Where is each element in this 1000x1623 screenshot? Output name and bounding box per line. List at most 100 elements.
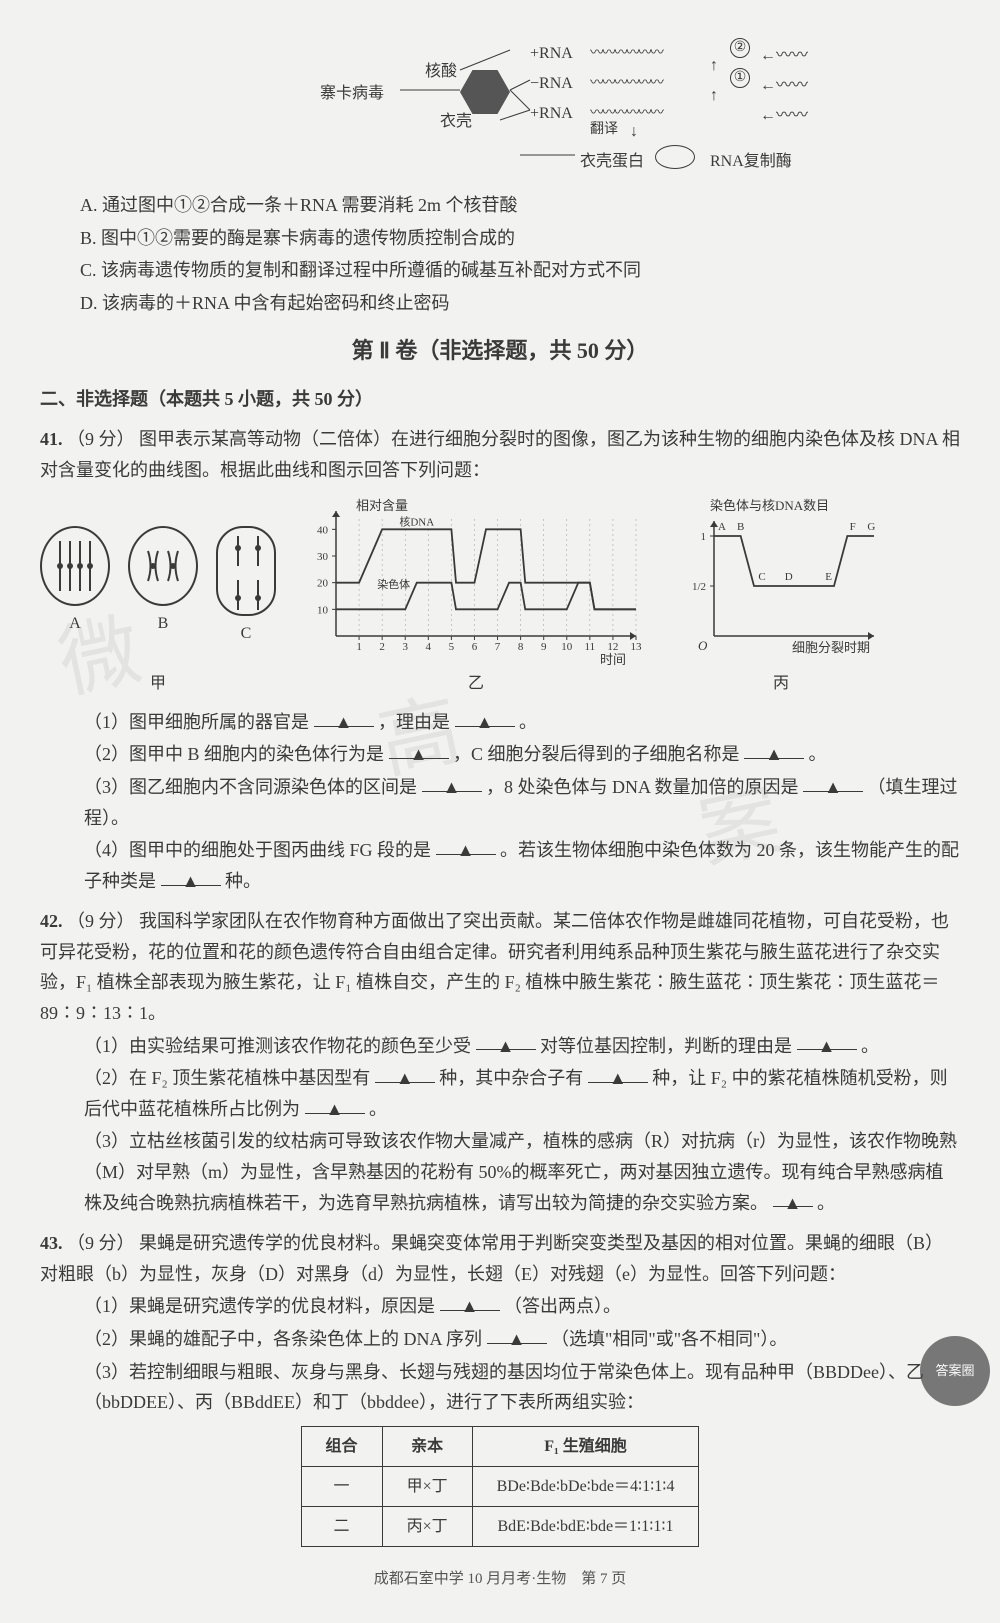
- svg-text:E: E: [825, 571, 832, 583]
- option-c: C. 该病毒遗传物质的复制和翻译过程中所遵循的碱基互补配对方式不同: [80, 255, 960, 286]
- svg-text:10: 10: [317, 604, 329, 616]
- cell-b-content: [133, 531, 193, 601]
- q43-s2a: （2）果蝇的雄配子中，各条染色体上的 DNA 序列: [84, 1329, 482, 1349]
- q41-stem: 图甲表示某高等动物（二倍体）在进行细胞分裂时的图像，图乙为该种生物的细胞内染色体…: [40, 429, 960, 480]
- question-42: 42. （9 分） 我国科学家团队在农作物育种方面做出了突出贡献。某二倍体农作物…: [40, 906, 960, 1218]
- q41-s1c: 。: [519, 712, 537, 732]
- option-a-text: 通过图中①②合成一条＋RNA 需要消耗 2m 个核苷酸: [102, 195, 518, 215]
- q41-s2b: ，C 细胞分裂后得到的子细胞名称是: [453, 744, 740, 764]
- q41-sub4: （4）图甲中的细胞处于图丙曲线 FG 段的是 ▲ 。若该生物体细胞中染色体数为 …: [40, 835, 960, 896]
- option-b: B. 图中①②需要的酶是寨卡病毒的遗传物质控制合成的: [80, 223, 960, 254]
- bing-caption: 丙: [676, 670, 886, 697]
- cell-c-label: C: [216, 620, 276, 647]
- chart-yi: 1020304012345678910111213相对含量核DNA染色体时间: [296, 496, 656, 666]
- cell-a-label: A: [40, 610, 110, 637]
- svg-text:5: 5: [449, 641, 455, 653]
- svg-text:G: G: [867, 521, 875, 533]
- svg-text:染色体: 染色体: [377, 577, 410, 591]
- diagram-lines: [100, 30, 900, 180]
- q41-s1b: ，理由是: [378, 712, 450, 732]
- q43-s2b: （选填"相同"或"各不相同"）。: [551, 1329, 787, 1349]
- cell-c-content: [218, 528, 278, 618]
- svg-text:6: 6: [472, 641, 478, 653]
- option-a: A. 通过图中①②合成一条＋RNA 需要消耗 2m 个核苷酸: [80, 190, 960, 221]
- svg-text:时间: 时间: [600, 652, 626, 666]
- option-d: D. 该病毒的＋RNA 中含有起始密码和终止密码: [80, 288, 960, 319]
- q42-stem: 我国科学家团队在农作物育种方面做出了突出贡献。某二倍体农作物是雌雄同花植物，可自…: [40, 911, 949, 1023]
- q43-points: （9 分）: [67, 1233, 135, 1253]
- svg-text:4: 4: [426, 641, 432, 653]
- svg-text:3: 3: [402, 641, 408, 653]
- q42-s3b: 。: [817, 1193, 835, 1213]
- svg-text:1: 1: [701, 531, 707, 543]
- svg-text:F: F: [850, 521, 856, 533]
- svg-text:1/2: 1/2: [692, 581, 706, 593]
- virus-diagram: 寨卡病毒 核酸 衣壳 +RNA −RNA +RNA 〰〰〰〰〰〰 〰〰〰〰〰〰 …: [100, 30, 900, 180]
- svg-text:D: D: [785, 571, 793, 583]
- q41-s2c: 。: [809, 744, 827, 764]
- svg-text:C: C: [758, 571, 765, 583]
- cell-a-content: [45, 531, 105, 601]
- svg-text:细胞分裂时期: 细胞分裂时期: [792, 640, 870, 655]
- q41-s1a: （1）图甲细胞所属的器官是: [84, 712, 309, 732]
- q43-sub2: （2）果蝇的雄配子中，各条染色体上的 DNA 序列 ▲ （选填"相同"或"各不相…: [40, 1324, 960, 1355]
- q42-s2a: （2）在 F₂ 顶生紫花植株中基因型有: [84, 1068, 370, 1088]
- cell-c: [216, 526, 276, 616]
- q43-s1b: （答出两点）。: [504, 1296, 621, 1316]
- yi-caption: 乙: [296, 670, 656, 697]
- corner-badge: 答案圈: [920, 1336, 990, 1406]
- q42-sub2: （2）在 F₂ 顶生紫花植株中基因型有 ▲ 种，其中杂合子有 ▲ 种，让 F₂ …: [40, 1063, 960, 1124]
- cell-a: [40, 526, 110, 606]
- q41-s2a: （2）图甲中 B 细胞内的染色体行为是: [84, 744, 384, 764]
- q43-s3: （3）若控制细眼与粗眼、灰身与黑身、长翅与残翅的基因均位于常染色体上。现有品种甲…: [84, 1362, 924, 1413]
- answer-options: A. 通过图中①②合成一条＋RNA 需要消耗 2m 个核苷酸 B. 图中①②需要…: [80, 190, 960, 318]
- page-footer: 成都石室中学 10 月月考·生物 第 7 页: [40, 1567, 960, 1593]
- part-2-heading: 二、非选择题（本题共 5 小题，共 50 分）: [40, 384, 960, 415]
- q42-s2b: 种，其中杂合子有: [439, 1068, 583, 1088]
- svg-text:7: 7: [495, 641, 501, 653]
- svg-text:9: 9: [541, 641, 547, 653]
- cell-b-label: B: [128, 610, 198, 637]
- q42-s1b: 对等位基因控制，判断的理由是: [540, 1036, 792, 1056]
- option-c-text: 该病毒遗传物质的复制和翻译过程中所遵循的碱基互补配对方式不同: [101, 260, 641, 280]
- svg-text:8: 8: [518, 641, 524, 653]
- q43-s1a: （1）果蝇是研究遗传学的优良材料，原因是: [84, 1296, 435, 1316]
- q42-s2d: 。: [369, 1099, 387, 1119]
- q41-sub2: （2）图甲中 B 细胞内的染色体行为是 ▲ ，C 细胞分裂后得到的子细胞名称是 …: [40, 739, 960, 770]
- svg-text:相对含量: 相对含量: [356, 498, 408, 513]
- option-b-text: 图中①②需要的酶是寨卡病毒的遗传物质控制合成的: [101, 228, 515, 248]
- q41-sub1: （1）图甲细胞所属的器官是 ▲ ，理由是 ▲ 。: [40, 707, 960, 738]
- q42-sub3: （3）立枯丝核菌引发的纹枯病可导致该农作物大量减产，植株的感病（R）对抗病（r）…: [40, 1126, 960, 1218]
- cell-b: [128, 526, 198, 606]
- svg-text:A: A: [718, 521, 726, 533]
- svg-text:B: B: [737, 521, 744, 533]
- fig-jia: A B: [40, 526, 276, 696]
- q43-sub3: （3）若控制细眼与粗眼、灰身与黑身、长翅与残翅的基因均位于常染色体上。现有品种甲…: [40, 1357, 960, 1418]
- q42-s1c: 。: [861, 1036, 879, 1056]
- svg-text:13: 13: [631, 641, 643, 653]
- q43-num: 43.: [40, 1233, 63, 1253]
- q43-stem: 果蝇是研究遗传学的优良材料。果蝇突变体常用于判断突变类型及基因的相对位置。果蝇的…: [40, 1233, 943, 1284]
- svg-text:20: 20: [317, 577, 329, 589]
- svg-text:30: 30: [317, 551, 329, 563]
- fig-bing: 1/2 1AB C D E FG 染色体与核DNA数目细胞分裂时期 O 丙: [676, 496, 886, 697]
- svg-text:11: 11: [585, 641, 596, 653]
- q41-sub3: （3）图乙细胞内不含同源染色体的区间是 ▲ ，8 处染色体与 DNA 数量加倍的…: [40, 772, 960, 833]
- svg-text:O: O: [698, 638, 708, 653]
- chart-bing: 1/2 1AB C D E FG 染色体与核DNA数目细胞分裂时期 O: [676, 496, 886, 666]
- q41-s4c: 种。: [225, 871, 261, 891]
- section-2-title: 第 Ⅱ 卷（非选择题，共 50 分）: [40, 332, 960, 369]
- q42-s1a: （1）由实验结果可推测该农作物花的颜色至少受: [84, 1036, 471, 1056]
- q43-sub1: （1）果蝇是研究遗传学的优良材料，原因是 ▲ （答出两点）。: [40, 1291, 960, 1322]
- q42-sub1: （1）由实验结果可推测该农作物花的颜色至少受 ▲ 对等位基因控制，判断的理由是 …: [40, 1031, 960, 1062]
- question-41: 41. （9 分） 图甲表示某高等动物（二倍体）在进行细胞分裂时的图像，图乙为该…: [40, 424, 960, 896]
- option-d-text: 该病毒的＋RNA 中含有起始密码和终止密码: [102, 293, 450, 313]
- svg-text:40: 40: [317, 524, 329, 536]
- q42-points: （9 分）: [67, 911, 135, 931]
- q42-num: 42.: [40, 911, 63, 931]
- q41-points: （9 分）: [67, 429, 135, 449]
- svg-text:染色体与核DNA数目: 染色体与核DNA数目: [710, 498, 829, 513]
- svg-text:2: 2: [379, 641, 385, 653]
- q41-s4a: （4）图甲中的细胞处于图丙曲线 FG 段的是: [84, 840, 431, 860]
- q43-table: 组合亲本F₁ 生殖细胞 一甲×丁BDe∶Bde∶bDe∶bde＝4∶1∶1∶4二…: [301, 1426, 700, 1548]
